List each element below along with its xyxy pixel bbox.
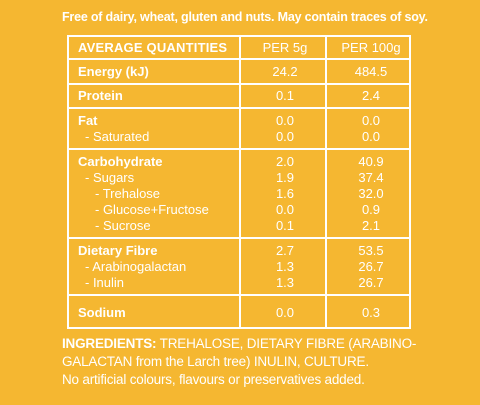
row-value-per-100g: 40.9 <box>358 154 384 169</box>
header-per-100g: PER 100g <box>341 40 401 55</box>
column-divider-1 <box>239 37 241 327</box>
row-divider <box>69 58 409 60</box>
row-value-per-100g: 2.1 <box>361 218 381 233</box>
row-value-per-100g: 0.0 <box>361 129 381 144</box>
row-value-per-serving: 1.3 <box>275 275 295 290</box>
row-label: - Glucose+Fructose <box>95 202 209 217</box>
header-label: AVERAGE QUANTITIES <box>78 40 228 55</box>
row-value-per-serving: 1.9 <box>275 170 295 185</box>
row-value-per-100g: 0.0 <box>361 113 381 128</box>
ingredients-text-1: TREHALOSE, DIETARY FIBRE (ARABINO- <box>159 336 417 351</box>
row-label: Energy (kJ) <box>78 64 149 79</box>
row-value-per-100g: 26.7 <box>358 275 384 290</box>
row-label: - Sugars <box>85 170 135 185</box>
row-divider <box>69 237 409 239</box>
row-label: - Saturated <box>85 129 150 144</box>
row-label: - Inulin <box>85 275 125 290</box>
nutrition-table: AVERAGE QUANTITIES PER 5g PER 100g Energ… <box>67 35 411 329</box>
row-label: Dietary Fibre <box>78 243 158 258</box>
row-label: - Sucrose <box>95 218 151 233</box>
row-value-per-100g: 26.7 <box>358 259 384 274</box>
row-value-per-100g: 0.9 <box>361 202 381 217</box>
row-value-per-serving: 0.1 <box>275 218 295 233</box>
row-label: - Trehalose <box>95 186 161 201</box>
row-value-per-serving: 24.2 <box>272 64 298 79</box>
row-value-per-serving: 0.0 <box>275 305 295 320</box>
ingredients-block: INGREDIENTS: TREHALOSE, DIETARY FIBRE (A… <box>62 335 472 389</box>
row-value-per-100g: 484.5 <box>354 64 388 79</box>
allergen-note: Free of dairy, wheat, gluten and nuts. M… <box>62 10 428 24</box>
row-value-per-100g: 37.4 <box>358 170 384 185</box>
row-divider <box>69 107 409 109</box>
row-label: Sodium <box>78 305 126 320</box>
row-value-per-100g: 53.5 <box>358 243 384 258</box>
row-value-per-serving: 0.1 <box>275 88 295 103</box>
row-value-per-serving: 2.7 <box>275 243 295 258</box>
row-value-per-serving: 1.6 <box>275 186 295 201</box>
header-per-serving: PER 5g <box>262 40 308 55</box>
additives-note: No artificial colours, flavours or prese… <box>62 372 365 387</box>
row-value-per-serving: 1.3 <box>275 259 295 274</box>
row-label: - Arabinogalactan <box>85 259 187 274</box>
column-divider-2 <box>325 37 327 327</box>
row-label: Carbohydrate <box>78 154 163 169</box>
row-value-per-serving: 2.0 <box>275 154 295 169</box>
row-value-per-serving: 0.0 <box>275 202 295 217</box>
row-value-per-100g: 32.0 <box>358 186 384 201</box>
row-label: Protein <box>78 88 123 103</box>
row-divider <box>69 148 409 150</box>
ingredients-line-1: INGREDIENTS: TREHALOSE, DIETARY FIBRE (A… <box>62 335 472 353</box>
row-label: Fat <box>78 113 98 128</box>
ingredients-label: INGREDIENTS: <box>62 336 157 351</box>
ingredients-line-2: GALACTAN from the Larch tree) INULIN, CU… <box>62 354 369 369</box>
row-value-per-serving: 0.0 <box>275 113 295 128</box>
row-value-per-100g: 0.3 <box>361 305 381 320</box>
row-value-per-serving: 0.0 <box>275 129 295 144</box>
row-divider <box>69 294 409 296</box>
row-divider <box>69 83 409 85</box>
row-value-per-100g: 2.4 <box>361 88 381 103</box>
